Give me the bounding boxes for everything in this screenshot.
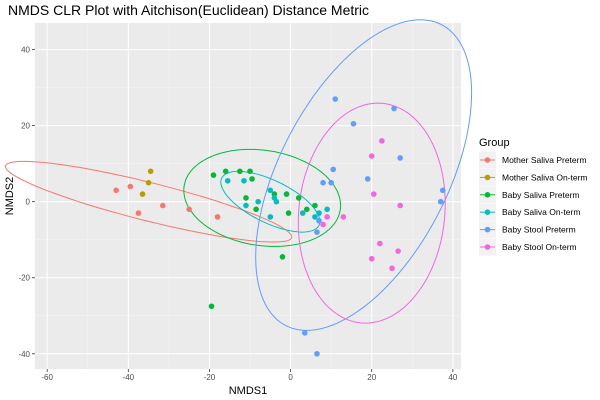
ellipse-mother-saliva-preterm [4, 160, 293, 243]
point-baby-saliva-on-term [312, 214, 318, 220]
legend: Group Mother Saliva Preterm Mother Saliva… [479, 137, 588, 256]
point-baby-stool-preterm [314, 350, 320, 357]
point-baby-saliva-preterm [222, 168, 229, 175]
point-baby-saliva-preterm [304, 206, 310, 213]
point-mother-saliva-preterm [160, 202, 166, 209]
legend-title: Group [479, 137, 510, 149]
point-baby-saliva-on-term [243, 202, 249, 209]
point-baby-stool-on-term [368, 255, 375, 262]
point-baby-saliva-preterm [279, 254, 286, 260]
point-mother-saliva-on-term [145, 179, 152, 186]
point-baby-stool-preterm [364, 176, 371, 182]
point-baby-stool-on-term [370, 191, 377, 197]
grid-lines [35, 23, 461, 369]
point-baby-stool-preterm [316, 217, 322, 224]
point-baby-saliva-preterm [249, 176, 255, 182]
y-tick-label: -20 [18, 274, 30, 283]
confidence-ellipses [4, 19, 473, 331]
point-baby-stool-preterm [314, 229, 320, 235]
point-baby-saliva-preterm [283, 191, 290, 197]
point-mother-saliva-preterm [186, 206, 192, 213]
point-mother-saliva-preterm [135, 210, 142, 216]
point-baby-stool-preterm [439, 187, 446, 194]
point-baby-stool-preterm [397, 155, 403, 161]
point-baby-stool-preterm [437, 198, 444, 205]
point-mother-saliva-preterm [113, 187, 119, 194]
point-baby-stool-on-term [379, 138, 385, 144]
point-mother-saliva-preterm [127, 183, 134, 190]
x-axis-title: NMDS1 [229, 385, 268, 397]
legend-label: Baby Stool Preterm [502, 225, 576, 235]
point-baby-stool-preterm [330, 166, 337, 173]
y-axis-title: NMDS2 [4, 177, 16, 216]
point-baby-saliva-preterm [210, 172, 217, 178]
point-baby-stool-on-term [389, 265, 395, 272]
point-baby-saliva-preterm [285, 210, 292, 216]
point-baby-saliva-on-term [241, 177, 247, 184]
ellipse-baby-stool-on-term [297, 102, 446, 324]
point-baby-saliva-preterm [253, 206, 259, 213]
point-baby-stool-on-term [368, 153, 375, 159]
x-tick-label: -20 [204, 373, 216, 382]
point-baby-saliva-on-term [267, 214, 274, 220]
point-mother-saliva-on-term [139, 191, 146, 197]
legend-label: Baby Saliva On-term [502, 207, 580, 217]
point-baby-stool-on-term [340, 214, 347, 220]
legend-key-point [484, 209, 491, 215]
point-baby-stool-preterm [328, 179, 334, 186]
point-baby-saliva-preterm [247, 168, 253, 175]
legend-key-point [484, 192, 491, 198]
point-baby-saliva-on-term [255, 198, 261, 205]
point-baby-stool-on-term [324, 214, 330, 220]
point-mother-saliva-preterm [214, 214, 221, 220]
legend-label: Mother Saliva Preterm [502, 155, 587, 165]
point-mother-saliva-on-term [147, 168, 154, 175]
y-tick-label: 40 [21, 46, 30, 55]
point-baby-saliva-preterm [237, 168, 243, 175]
point-baby-stool-preterm [302, 330, 308, 336]
x-tick-label: -60 [41, 373, 53, 382]
chart-title: NMDS CLR Plot with Aitchison(Euclidean) … [8, 2, 369, 18]
data-points [113, 96, 446, 357]
point-baby-saliva-on-term [273, 198, 280, 205]
ellipse-baby-stool-preterm [255, 19, 473, 331]
ellipse-baby-saliva-on-term [220, 170, 321, 233]
legend-key-point [484, 244, 491, 250]
y-tick-label: 20 [21, 122, 30, 131]
legend-key-point [484, 174, 491, 181]
legend-key-point [484, 226, 491, 233]
point-baby-stool-preterm [391, 105, 397, 112]
legend-label: Baby Saliva Preterm [502, 190, 579, 200]
legend-label: Baby Stool On-term [502, 242, 577, 252]
x-tick-label: 0 [288, 373, 293, 382]
point-baby-saliva-preterm [295, 195, 302, 201]
point-baby-stool-on-term [395, 248, 401, 254]
x-tick-label: 40 [448, 373, 457, 382]
x-tick-label: 20 [367, 373, 376, 382]
point-baby-stool-on-term [320, 221, 326, 228]
point-baby-saliva-preterm [208, 303, 215, 310]
axis-ticks: -60 -40 -20 0 20 40 -40 -20 0 20 40 [18, 46, 457, 382]
point-baby-saliva-preterm [312, 202, 318, 209]
point-baby-stool-on-term [377, 240, 383, 247]
point-baby-stool-preterm [332, 96, 339, 102]
point-baby-saliva-preterm [243, 195, 249, 201]
y-tick-label: -40 [18, 350, 30, 359]
legend-label: Mother Saliva On-term [502, 172, 588, 182]
x-tick-label: -40 [123, 373, 135, 382]
y-tick-label: 0 [26, 198, 31, 207]
point-baby-saliva-on-term [316, 210, 322, 216]
point-baby-saliva-on-term [324, 206, 330, 213]
point-baby-saliva-on-term [224, 177, 231, 184]
point-baby-stool-preterm [320, 179, 326, 186]
point-baby-stool-preterm [350, 120, 357, 127]
point-baby-saliva-on-term [267, 187, 274, 194]
legend-key-point [484, 157, 491, 163]
point-baby-saliva-on-term [299, 210, 306, 216]
point-baby-stool-on-term [397, 202, 403, 209]
